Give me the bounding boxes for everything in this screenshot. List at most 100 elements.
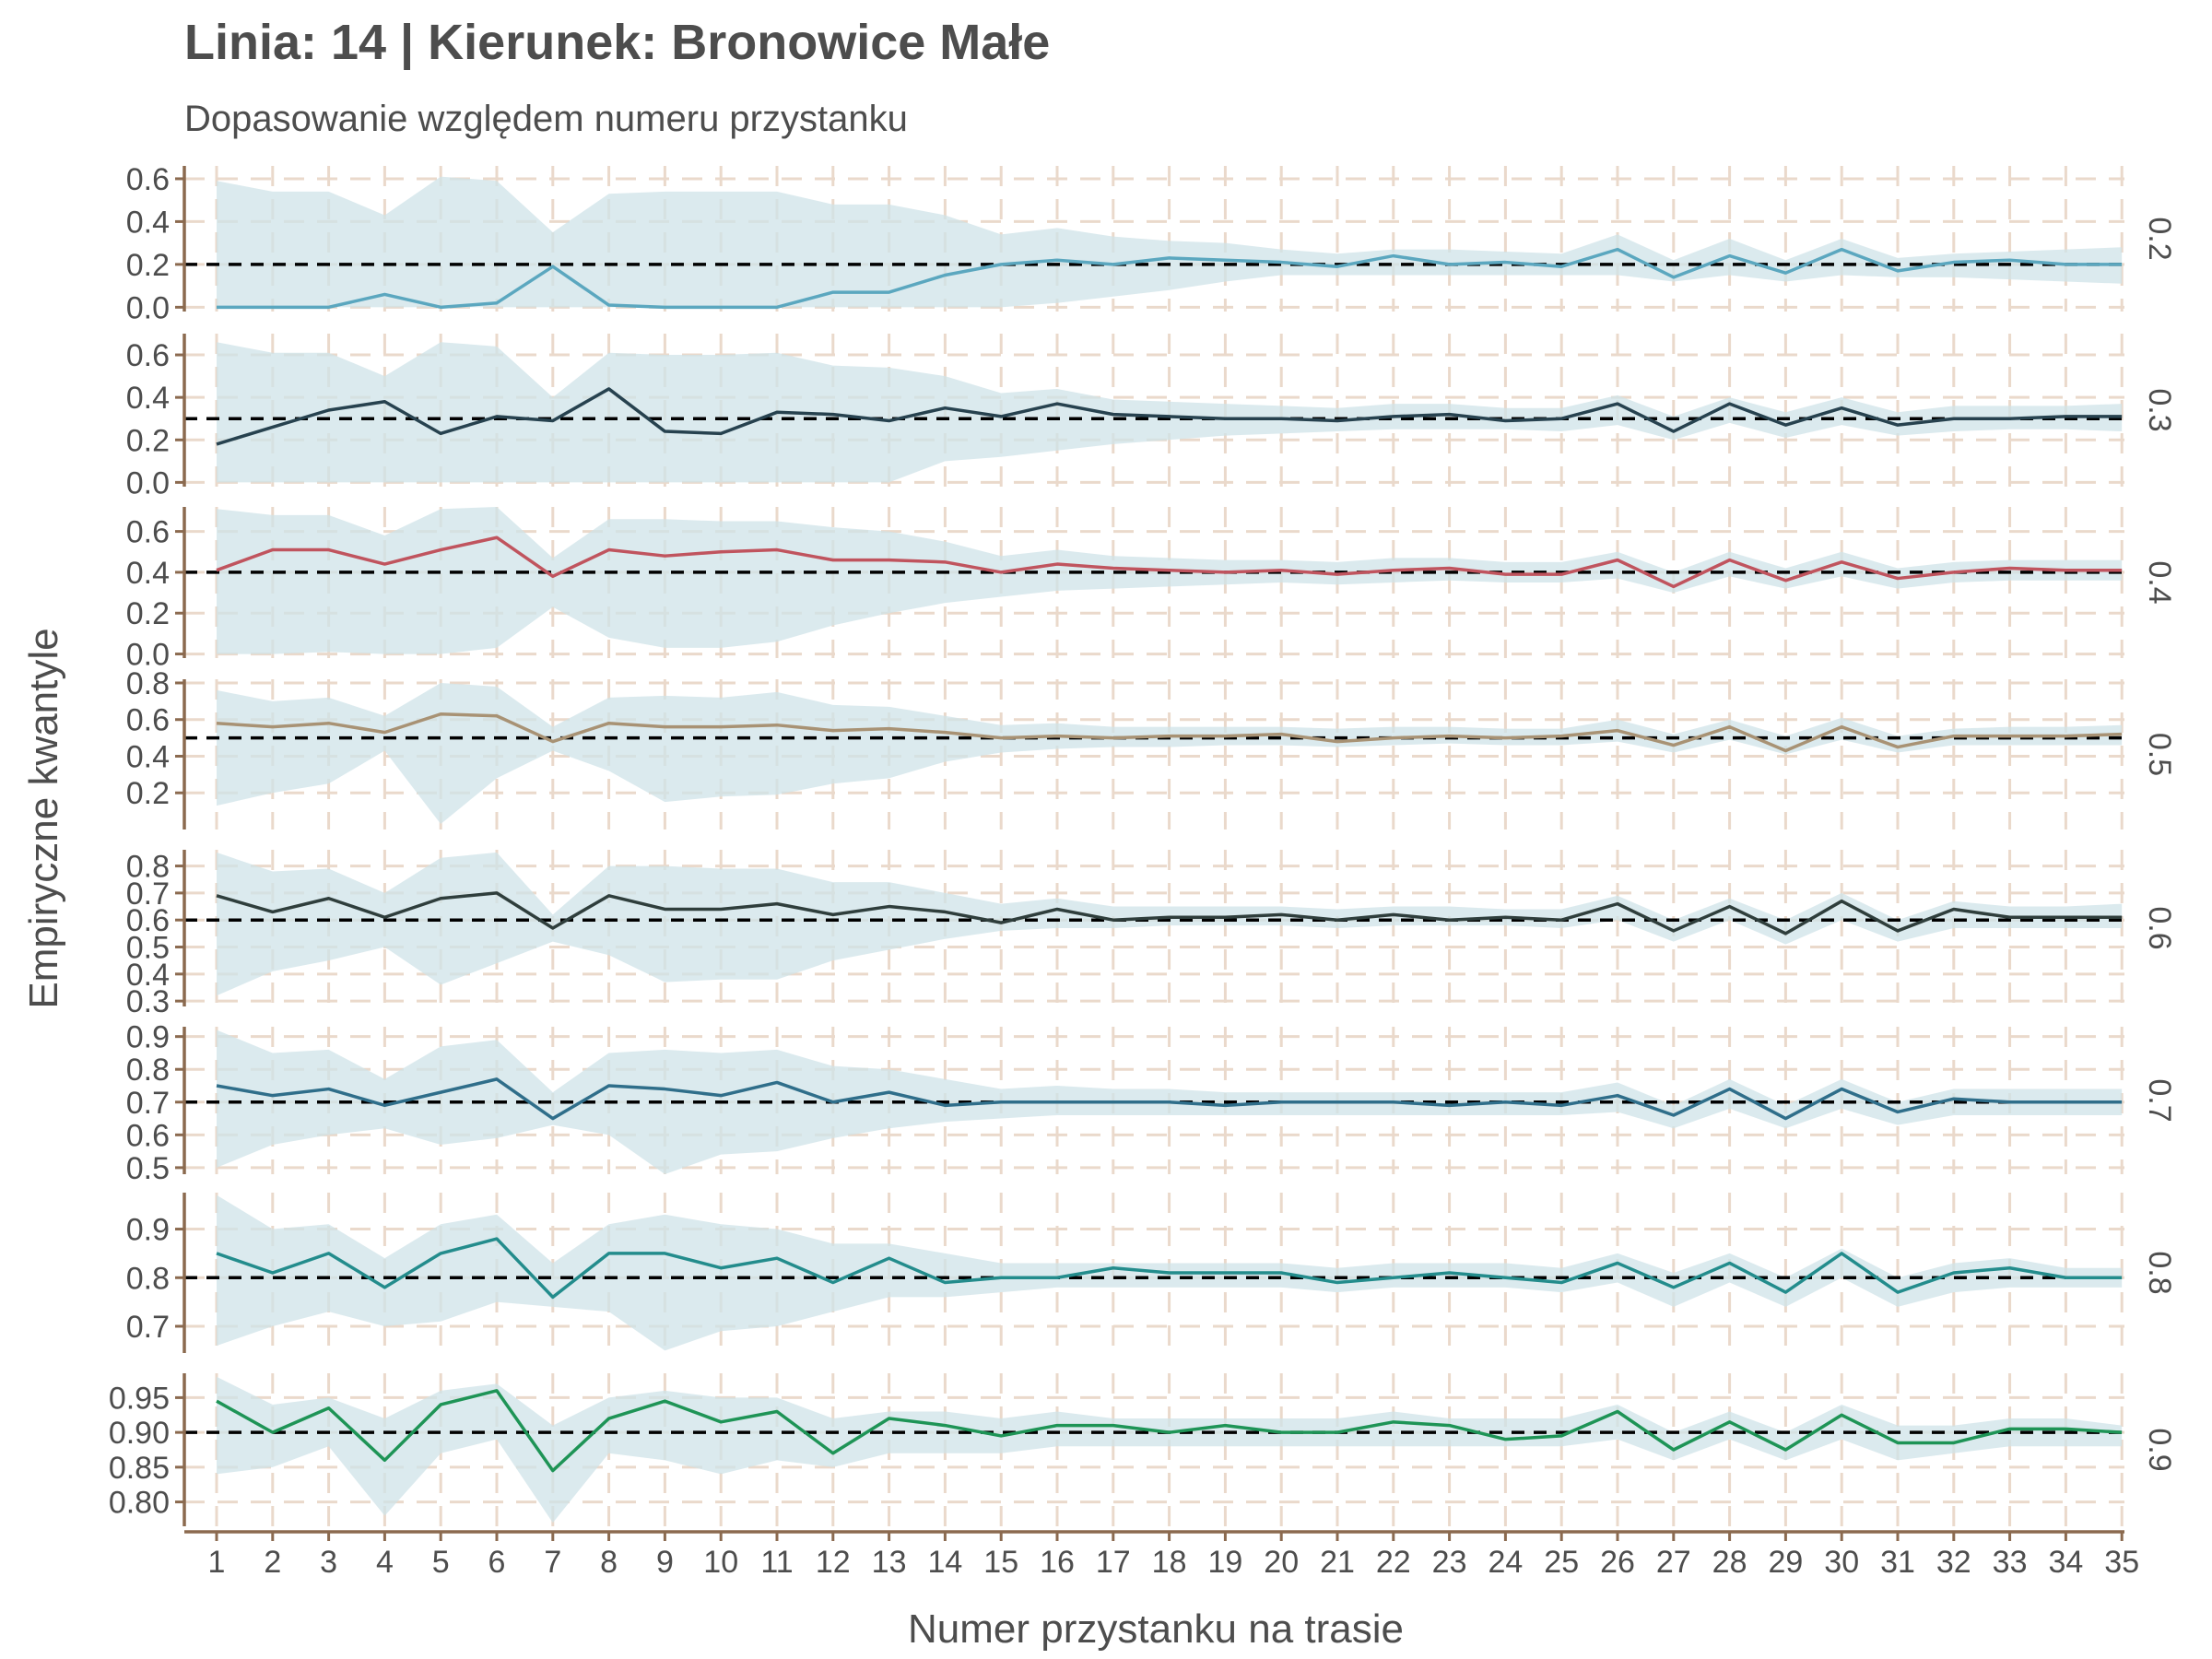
data-point	[381, 560, 388, 568]
data-point	[269, 547, 276, 554]
y-tick-label: 0.95	[109, 1381, 170, 1416]
data-point	[1726, 903, 1734, 911]
data-point	[606, 720, 613, 727]
data-point	[1838, 724, 1845, 731]
data-point	[2118, 731, 2125, 738]
data-point	[325, 303, 333, 311]
data-point	[1053, 905, 1061, 912]
data-point	[830, 1099, 837, 1106]
data-point	[493, 1235, 500, 1242]
x-tick-label: 34	[2048, 1545, 2083, 1580]
data-point	[381, 1284, 388, 1291]
data-point	[941, 405, 948, 412]
data-point	[1446, 1422, 1453, 1430]
data-point	[1390, 911, 1397, 918]
data-point	[1110, 916, 1117, 924]
x-tick-label: 21	[1320, 1545, 1355, 1580]
data-point	[1446, 916, 1453, 924]
data-point	[717, 724, 724, 731]
data-point	[1838, 898, 1845, 905]
data-point	[997, 1432, 1005, 1440]
chart-subtitle: Dopasowanie względem numeru przystanku	[184, 99, 908, 139]
data-point	[269, 1269, 276, 1277]
strip-label: 0.9	[2142, 1428, 2177, 1471]
y-tick-label: 0.7	[126, 877, 170, 912]
data-point	[493, 1387, 500, 1394]
data-point	[1166, 413, 1173, 420]
data-point	[997, 413, 1005, 420]
y-tick-label: 0.6	[126, 703, 170, 738]
data-point	[437, 303, 444, 311]
data-point	[1334, 571, 1341, 578]
y-tick-label: 0.6	[126, 1118, 170, 1153]
data-point	[2006, 1425, 2014, 1432]
data-point	[2006, 733, 2014, 740]
panel-0.6: 0.30.40.50.60.70.80.6	[126, 850, 2177, 1020]
y-tick-label: 0.6	[126, 162, 170, 197]
data-point	[1614, 557, 1621, 564]
data-point	[1501, 1436, 1509, 1443]
data-point	[941, 1101, 948, 1109]
data-point	[886, 903, 893, 911]
data-point	[1446, 564, 1453, 571]
data-point	[1726, 1086, 1734, 1093]
data-point	[830, 1450, 837, 1457]
x-tick-label: 19	[1207, 1545, 1242, 1580]
data-point	[773, 547, 781, 554]
data-point	[1726, 400, 1734, 407]
data-point	[1558, 916, 1565, 924]
data-point	[1501, 1274, 1509, 1281]
data-point	[1110, 1265, 1117, 1272]
y-tick-label: 0.5	[126, 931, 170, 966]
data-point	[2062, 413, 2069, 420]
data-point	[773, 900, 781, 908]
data-point	[1670, 582, 1677, 590]
data-point	[1782, 1288, 1789, 1296]
x-tick-label: 12	[816, 1545, 851, 1580]
data-point	[549, 1293, 557, 1300]
x-tick-label: 1	[208, 1545, 226, 1580]
data-point	[1894, 575, 1901, 582]
strip-label: 0.3	[2142, 388, 2177, 431]
y-tick-label: 0.8	[126, 850, 170, 885]
data-point	[2062, 261, 2069, 268]
data-point	[1166, 567, 1173, 574]
data-point	[606, 1250, 613, 1257]
data-point	[381, 1101, 388, 1109]
data-point	[1782, 421, 1789, 429]
data-point	[1277, 1429, 1285, 1436]
data-point	[606, 385, 613, 393]
data-point	[325, 1086, 333, 1093]
series-line	[216, 1389, 2123, 1473]
data-point	[437, 1250, 444, 1257]
y-tick-label: 0.4	[126, 205, 170, 240]
data-point	[1782, 269, 1789, 276]
data-point	[661, 905, 668, 912]
data-point	[1390, 253, 1397, 260]
y-axis-title: Empiryczne kwantyle	[21, 628, 66, 1008]
data-point	[1334, 738, 1341, 746]
data-point	[269, 303, 276, 311]
data-point	[269, 724, 276, 731]
data-point	[1166, 1099, 1173, 1106]
series-line	[216, 535, 2123, 589]
y-tick-label: 0.4	[126, 381, 170, 416]
data-point	[1166, 733, 1173, 740]
data-point	[213, 567, 220, 574]
panel-0.8: 0.7 0.8 0.9 0.8	[126, 1193, 2177, 1353]
confidence-band	[217, 342, 2123, 483]
x-tick-label: 10	[703, 1545, 738, 1580]
data-point	[1950, 1269, 1958, 1277]
data-point	[1221, 1269, 1229, 1277]
data-point	[2118, 261, 2125, 268]
data-point	[941, 1279, 948, 1287]
y-tick-label: 0.6	[126, 903, 170, 938]
data-point	[493, 300, 500, 307]
data-point	[549, 418, 557, 425]
data-point	[1726, 557, 1734, 564]
x-tick-label: 30	[1824, 1545, 1859, 1580]
data-point	[269, 908, 276, 915]
data-point	[493, 889, 500, 897]
data-point	[830, 557, 837, 564]
data-point	[1221, 415, 1229, 422]
